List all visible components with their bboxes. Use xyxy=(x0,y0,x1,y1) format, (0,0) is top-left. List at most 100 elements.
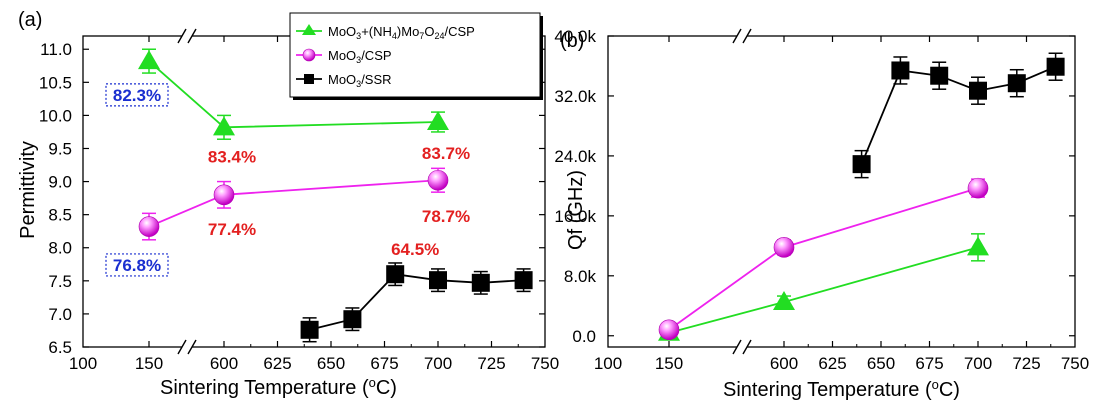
panel-b-qf-chart: (b) 100 150 600 625 650 675 700 725 750 0.0 8.0k 1… xyxy=(554,27,1089,401)
panel-a-annotations: 82.3% 83.4% 83.7% 77.4% 78.7% 76.8% 64.5% xyxy=(105,83,470,277)
series-line-magenta xyxy=(668,187,979,331)
x-axis-title-text: Sintering Temperature ( xyxy=(723,379,932,401)
x-tick-label: 625 xyxy=(263,354,291,373)
legend-label-part: 3 xyxy=(356,31,361,41)
data-point-square xyxy=(891,61,910,80)
data-point-square xyxy=(386,265,405,284)
data-point-square xyxy=(1007,74,1026,93)
x-tick-label: 600 xyxy=(770,354,798,373)
y-tick-label: 9.5 xyxy=(48,139,72,158)
y-tick-label: 8.0k xyxy=(564,267,597,286)
annotation-value: 83.7% xyxy=(422,144,470,163)
data-point-sphere xyxy=(773,237,795,258)
data-point-square xyxy=(343,310,362,329)
y-tick-label: 32.0k xyxy=(554,87,596,106)
x-tick-label: 650 xyxy=(317,354,345,373)
legend-label-part: 3 xyxy=(356,79,361,89)
axis-break-gap xyxy=(182,31,192,41)
x-tick-label: 700 xyxy=(424,354,452,373)
axis-break-mark xyxy=(732,28,742,44)
data-point-square xyxy=(514,271,533,290)
axis-break-mark xyxy=(177,339,187,355)
degree-mark: o xyxy=(932,377,939,392)
legend-label-part: MoO xyxy=(328,72,356,87)
axis-break-gap xyxy=(182,342,192,352)
panel-b-series xyxy=(658,52,1065,341)
annotation-value: 77.4% xyxy=(208,220,256,239)
x-tick-label: 625 xyxy=(818,354,846,373)
series-line-black xyxy=(860,65,1056,165)
x-tick-label: 600 xyxy=(210,354,238,373)
legend-box xyxy=(289,12,541,98)
legend-label-part: /CSP xyxy=(361,48,391,63)
panel-a-series xyxy=(138,48,533,343)
panel-a-x-tick-labels: 100 150 600 625 650 675 700 725 750 xyxy=(69,354,559,373)
data-point-square xyxy=(471,273,490,292)
axis-break-mark xyxy=(732,339,742,355)
y-tick-label: 0.0 xyxy=(572,327,596,346)
data-point-square xyxy=(969,81,987,100)
x-tick-label: 725 xyxy=(1012,354,1040,373)
series-line-green xyxy=(668,246,979,334)
x-tick-label: 100 xyxy=(69,354,97,373)
y-tick-label: 9.0 xyxy=(48,173,72,192)
annotation-box xyxy=(105,253,169,277)
data-point-sphere xyxy=(967,177,989,199)
plot-frame xyxy=(607,35,1076,348)
data-point-sphere xyxy=(427,169,449,191)
y-tick-label: 7.0 xyxy=(48,305,72,324)
panel-a-label: (a) xyxy=(18,9,42,31)
panel-a-y-tick-labels: 6.5 7.0 7.5 8.0 8.5 9.0 9.5 10.0 10.5 11.0 xyxy=(39,40,72,357)
legend-label: MoO3+(NH4)Mo7O24/CSP xyxy=(328,24,475,41)
x-tick-label: 675 xyxy=(915,354,943,373)
legend-label-part: O xyxy=(424,24,434,39)
x-axis-title-text: Sintering Temperature ( xyxy=(160,377,369,399)
axis-break-mark xyxy=(187,28,197,44)
panel-b-label: (b) xyxy=(560,30,584,52)
x-tick-label: 700 xyxy=(964,354,992,373)
data-point-square xyxy=(300,320,319,339)
legend-label: MoO3/CSP xyxy=(328,48,392,65)
y-tick-label: 16.0k xyxy=(554,207,596,226)
y-tick-label: 10.0 xyxy=(39,106,72,125)
x-tick-label: 725 xyxy=(477,354,505,373)
annotation-value: 83.4% xyxy=(208,147,256,166)
data-point-sphere xyxy=(302,48,316,62)
annotation-box xyxy=(105,83,169,107)
data-point-square xyxy=(930,66,949,85)
annotation-value: 64.5% xyxy=(391,240,439,259)
axis-break-mark xyxy=(742,339,752,355)
legend-label-part: 24 xyxy=(434,31,444,41)
axis-break-mark xyxy=(187,339,197,355)
panel-a-y-axis-title: Permittivity xyxy=(17,141,39,239)
panel-b-x-axis-title: Sintering Temperature (oC) xyxy=(723,377,960,402)
legend-label-part: 4 xyxy=(392,31,397,41)
panel-b-y-tick-labels: 0.0 8.0k 16.0k 24.0k 32.0k 40.0k xyxy=(554,27,596,346)
legend-label-part: /SSR xyxy=(361,72,391,87)
data-point-triangle xyxy=(427,111,449,131)
data-point-square xyxy=(1046,57,1065,76)
x-tick-label: 100 xyxy=(594,354,622,373)
axis-break-gap xyxy=(737,31,747,41)
x-axis-title-unit: C) xyxy=(376,377,397,399)
data-point-triangle xyxy=(138,50,160,70)
legend-label-part: MoO xyxy=(328,48,356,63)
series-line-black xyxy=(309,273,524,331)
legend-label-part: MoO xyxy=(328,24,356,39)
data-point-triangle xyxy=(773,291,795,311)
y-tick-label: 40.0k xyxy=(554,27,596,46)
x-axis-title-unit: C) xyxy=(939,379,960,401)
y-tick-label: 8.0 xyxy=(48,239,72,258)
degree-mark: o xyxy=(369,375,376,390)
data-point-sphere xyxy=(138,216,160,237)
annotation-value: 82.3% xyxy=(113,86,161,105)
series-line-magenta xyxy=(148,179,439,228)
data-point-square xyxy=(304,74,314,84)
y-tick-label: 11.0 xyxy=(40,40,72,59)
panel-a-permittivity-chart: (a) 100 150 600 625 650 675 700 725 750 6.5 7.0 7.… xyxy=(17,9,559,399)
legend-label-part: 7 xyxy=(419,31,424,41)
y-tick-label: 6.5 xyxy=(48,338,72,357)
data-point-triangle xyxy=(967,236,989,256)
legend-label: MoO3/SSR xyxy=(328,72,392,89)
